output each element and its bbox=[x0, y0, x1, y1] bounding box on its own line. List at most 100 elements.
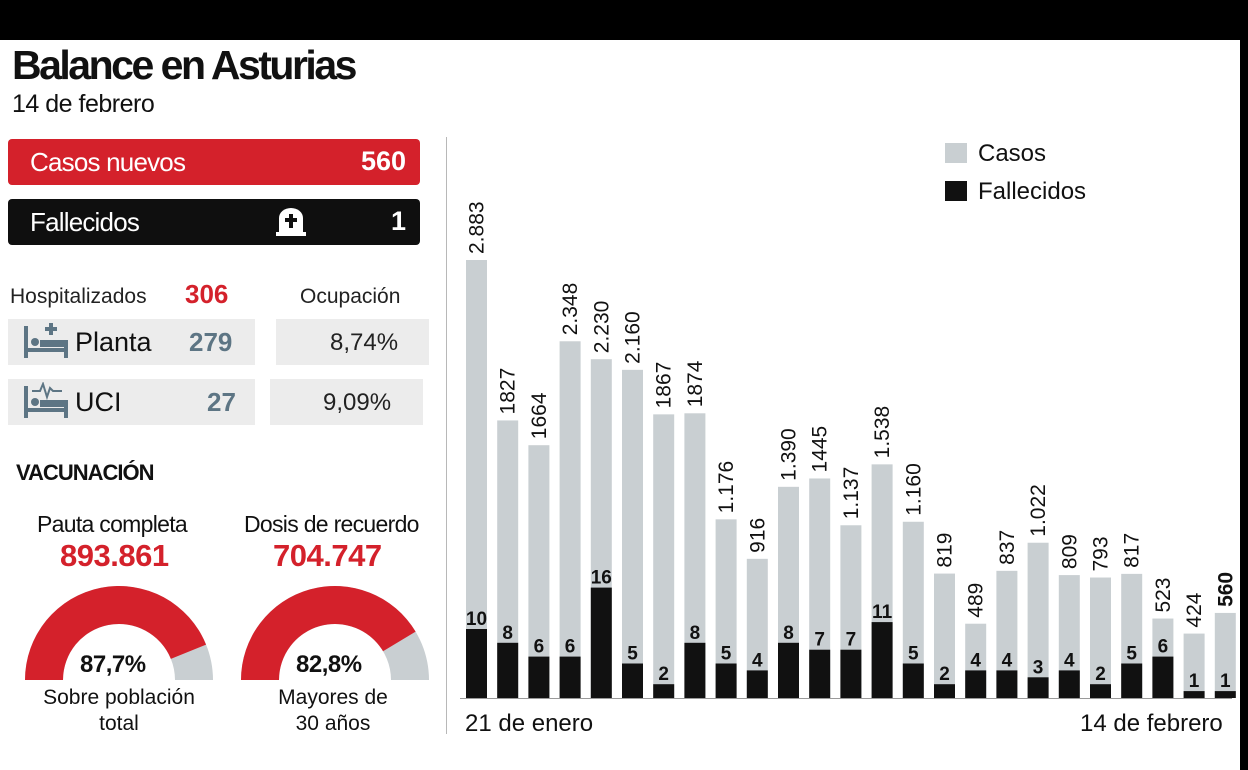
fallecidos-value-label: 4 bbox=[1064, 650, 1075, 671]
fallecidos-bar bbox=[1058, 670, 1080, 698]
casos-value-label: 793 bbox=[1090, 536, 1113, 571]
x-axis-start-label: 21 de enero bbox=[465, 710, 594, 737]
fallecidos-bar bbox=[466, 629, 487, 698]
casos-bar bbox=[466, 260, 487, 698]
casos-nuevos-value: 560 bbox=[360, 146, 406, 176]
casos-value-label: 424 bbox=[1183, 592, 1206, 627]
fallecidos-value-label: 8 bbox=[690, 623, 701, 644]
casos-value-label: 2.230 bbox=[590, 301, 613, 354]
page-title: Balance en Asturias bbox=[12, 42, 357, 88]
fallecidos-value-label: 4 bbox=[970, 650, 981, 671]
casos-value-label: 817 bbox=[1121, 533, 1144, 568]
fallecidos-bar bbox=[684, 642, 706, 698]
pauta-completa-value: 893.861 bbox=[60, 538, 169, 573]
fallecidos-value-label: 6 bbox=[565, 637, 576, 658]
casos-value-label: 819 bbox=[934, 533, 957, 568]
legend-fallecidos-label: Fallecidos bbox=[978, 178, 1087, 205]
top-bar bbox=[0, 0, 1248, 40]
fallecidos-value-label: 5 bbox=[1126, 644, 1137, 665]
fallecidos-bar bbox=[809, 649, 831, 698]
casos-nuevos-box: Casos nuevos 560 bbox=[8, 139, 420, 185]
fallecidos-bar bbox=[1152, 656, 1174, 698]
fallecidos-bar bbox=[996, 670, 1018, 698]
fallecidos-bar bbox=[497, 642, 519, 698]
casos-value-label: 489 bbox=[965, 583, 988, 618]
casos-value-label: 2.883 bbox=[466, 201, 489, 254]
dosis-recuerdo-label: Dosis de recuerdo bbox=[244, 511, 419, 537]
fallecidos-value-label: 4 bbox=[752, 650, 763, 671]
planta-value: 279 bbox=[189, 327, 233, 357]
fallecidos-bar bbox=[902, 663, 924, 698]
fallecidos-value-label: 2 bbox=[1095, 664, 1106, 685]
casos-value-label: 523 bbox=[1152, 577, 1175, 612]
caption-line-2: 30 años bbox=[295, 712, 371, 735]
fallecidos-value-label: 5 bbox=[627, 644, 638, 665]
gauge-value-arc bbox=[25, 586, 207, 680]
fallecidos-value-label: 3 bbox=[1033, 657, 1044, 678]
dosis-recuerdo-pct: 82,8% bbox=[296, 651, 362, 678]
casos-bar bbox=[746, 558, 768, 698]
gravestone-icon bbox=[276, 206, 306, 241]
fallecidos-label: Fallecidos bbox=[30, 207, 140, 237]
casos-value-label: 2.348 bbox=[559, 283, 582, 336]
casos-value-label: 1.390 bbox=[778, 428, 801, 481]
pauta-completa-label: Pauta completa bbox=[37, 511, 188, 537]
casos-value-label: 916 bbox=[746, 518, 769, 553]
casos-bar bbox=[622, 369, 643, 698]
fallecidos-bar bbox=[1214, 691, 1236, 698]
casos-value-label: 1.176 bbox=[715, 461, 738, 514]
fallecidos-bar bbox=[778, 642, 799, 698]
vacunacion-title: VACUNACIÓN bbox=[16, 460, 154, 485]
fallecidos-value-label: 5 bbox=[721, 644, 732, 665]
casos-bar bbox=[809, 478, 831, 698]
casos-bar bbox=[934, 573, 955, 698]
dosis-recuerdo-gauge bbox=[241, 586, 429, 680]
gauge-value-arc bbox=[241, 586, 416, 680]
uci-ocupacion-cell bbox=[270, 379, 423, 425]
panel-divider bbox=[446, 137, 447, 734]
fallecidos-value-label: 8 bbox=[502, 623, 513, 644]
casos-bar bbox=[1183, 633, 1205, 698]
fallecidos-bar bbox=[746, 670, 768, 698]
fallecidos-value-label: 8 bbox=[783, 623, 794, 644]
legend-casos-label: Casos bbox=[978, 140, 1047, 167]
casos-bar bbox=[653, 414, 675, 698]
fallecidos-value-label: 7 bbox=[846, 630, 857, 651]
uci-label: UCI bbox=[75, 387, 122, 417]
casos-bar bbox=[559, 341, 581, 698]
fallecidos-value-label: 7 bbox=[814, 630, 825, 651]
hospitalizados-value: 306 bbox=[185, 279, 229, 309]
fallecidos-bar bbox=[934, 684, 955, 698]
fallecidos-bar bbox=[840, 649, 862, 698]
casos-value-label: 809 bbox=[1058, 534, 1081, 569]
dosis-recuerdo-value: 704.747 bbox=[273, 538, 382, 573]
casos-value-label: 560 bbox=[1214, 572, 1237, 607]
fallecidos-value-label: 11 bbox=[872, 602, 893, 623]
fallecidos-bar bbox=[965, 670, 987, 698]
planta-label: Planta bbox=[75, 327, 152, 357]
fallecidos-value-label: 2 bbox=[658, 664, 669, 685]
fallecidos-value-label: 6 bbox=[1158, 637, 1169, 658]
fallecidos-value-label: 2 bbox=[939, 664, 950, 685]
pauta-completa-caption: Sobre población total bbox=[19, 685, 219, 737]
casos-bar bbox=[996, 570, 1018, 698]
casos-bar bbox=[902, 521, 924, 698]
casos-bar bbox=[1090, 577, 1111, 698]
casos-value-label: 1827 bbox=[497, 368, 520, 415]
casos-bar bbox=[715, 519, 737, 698]
fallecidos-box: Fallecidos 1 bbox=[8, 199, 420, 245]
fallecidos-bar bbox=[1090, 684, 1111, 698]
casos-bar bbox=[1214, 612, 1236, 698]
fallecidos-value-label: 16 bbox=[591, 568, 612, 589]
pauta-completa-gauge bbox=[25, 586, 213, 680]
fallecidos-bar bbox=[1183, 691, 1205, 698]
casos-bar bbox=[528, 445, 550, 698]
caption-line-1: Mayores de bbox=[278, 686, 388, 709]
fallecidos-bar bbox=[871, 622, 893, 698]
fallecidos-value-label: 6 bbox=[534, 637, 545, 658]
legend-casos-swatch bbox=[945, 143, 967, 163]
casos-bar bbox=[1058, 575, 1080, 698]
fallecidos-bar bbox=[559, 656, 581, 698]
casos-bar bbox=[684, 413, 706, 698]
uci-ocupacion: 9,09% bbox=[323, 389, 392, 416]
